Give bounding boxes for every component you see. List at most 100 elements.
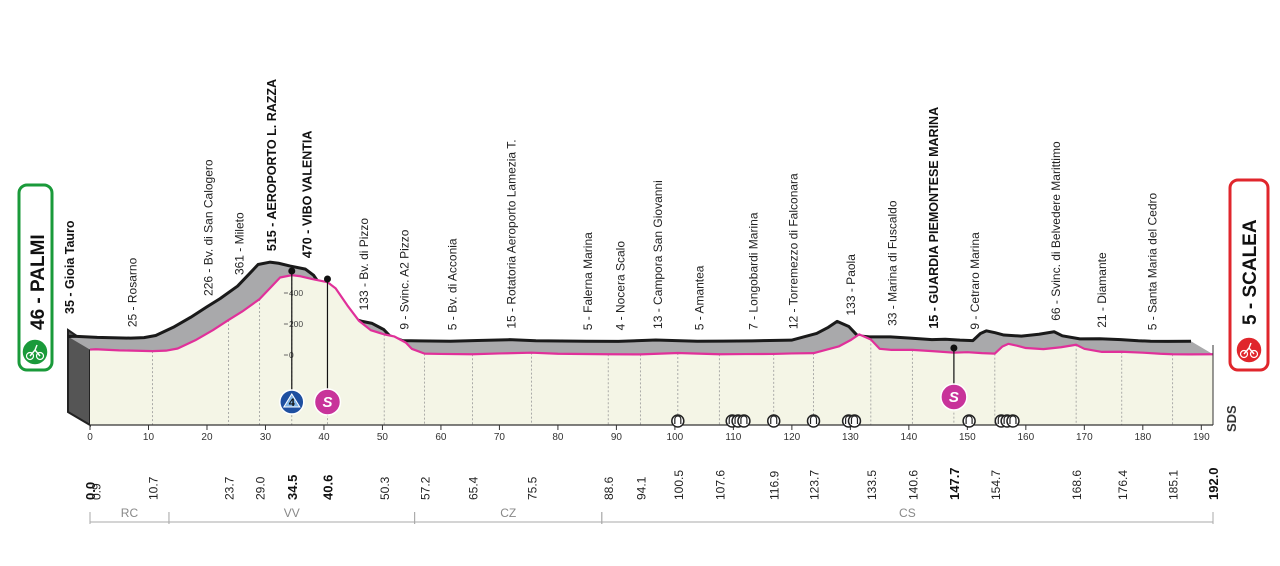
waypoint-label: 5 - Amantea bbox=[692, 265, 706, 330]
cyclist-wheel bbox=[1239, 349, 1249, 359]
distance-label: 107.6 bbox=[713, 470, 727, 500]
distance-label: 116.9 bbox=[768, 471, 782, 500]
tunnel-icon-arch bbox=[770, 415, 778, 424]
brand-logo: SDS bbox=[1224, 405, 1239, 432]
km-tick-label: 0 bbox=[87, 432, 93, 443]
tunnel-icon bbox=[847, 414, 862, 428]
tunnel-icon-arch bbox=[740, 415, 748, 424]
waypoint-label: 21 - Diamante bbox=[1095, 252, 1109, 328]
tunnel-icon bbox=[766, 414, 781, 428]
province-label: RC bbox=[121, 506, 139, 520]
tunnel-icon bbox=[1006, 414, 1020, 428]
distance-label: 154.7 bbox=[989, 470, 1003, 500]
cyclist-wheel bbox=[1249, 349, 1259, 359]
waypoint-label: 5 - Santa Maria del Cedro bbox=[1146, 192, 1160, 330]
cyclist-body bbox=[1243, 342, 1255, 355]
distance-label: 40.6 bbox=[320, 475, 335, 500]
km-tick-label: 30 bbox=[260, 432, 272, 443]
waypoint-label: 5 - Bv. di Acconia bbox=[446, 238, 460, 330]
waypoint-label: 361 - Mileto bbox=[233, 212, 247, 275]
marker-dot bbox=[950, 344, 958, 352]
waypoint-label: 133 - Bv. di Pizzo bbox=[357, 218, 371, 311]
start-cyclist-icon bbox=[21, 338, 49, 366]
distance-label: 0.0 bbox=[83, 482, 98, 500]
distance-label: 123.7 bbox=[808, 470, 822, 500]
province-label: VV bbox=[284, 506, 300, 520]
km-tick-label: 20 bbox=[201, 432, 213, 443]
km-tick-label: 50 bbox=[377, 432, 389, 443]
distance-label: 168.6 bbox=[1070, 470, 1084, 500]
province-label: CZ bbox=[500, 506, 516, 520]
km-tick-label: 150 bbox=[959, 432, 976, 443]
km-tick-label: 160 bbox=[1017, 432, 1034, 443]
tunnel-icon bbox=[962, 414, 976, 428]
tunnel-icon-arch bbox=[809, 415, 818, 424]
finish-badge: 5 - SCALEA bbox=[1228, 178, 1270, 372]
tunnel-icon-arch bbox=[1009, 415, 1017, 424]
start-city-label: 46 - PALMI bbox=[28, 234, 49, 330]
sprint-label: S bbox=[949, 389, 959, 406]
distance-label: 10.7 bbox=[147, 476, 161, 500]
waypoint-label: 12 - Torremezzo di Falconara bbox=[787, 173, 801, 329]
km-tick-label: 120 bbox=[784, 432, 801, 443]
waypoint-label: 35 - Gioia Tauro bbox=[63, 220, 77, 314]
tunnel-icon bbox=[737, 414, 751, 428]
distance-label: 140.6 bbox=[906, 470, 920, 500]
km-tick-label: 170 bbox=[1076, 432, 1093, 443]
distance-label: 133.5 bbox=[865, 470, 879, 500]
sprint-label: S bbox=[322, 394, 332, 411]
distance-label: 75.5 bbox=[526, 476, 540, 500]
province-label: CS bbox=[899, 506, 916, 520]
km-tick-label: 90 bbox=[611, 432, 623, 443]
profile-front bbox=[90, 275, 1213, 425]
waypoint-label: 9 - Cetraro Marina bbox=[968, 232, 982, 330]
cyclist-body bbox=[29, 344, 41, 357]
tunnel-icon bbox=[806, 414, 821, 428]
distance-label: 0.9 bbox=[89, 483, 103, 500]
km-tick-label: 180 bbox=[1134, 432, 1151, 443]
altitude-tick-label: 400 bbox=[289, 288, 303, 298]
profile-line bbox=[89, 274, 1214, 356]
cyclist-wheel bbox=[25, 351, 35, 361]
waypoint-label: 470 - VIBO VALENTIA bbox=[300, 131, 314, 259]
waypoint-label: 9 - Svinc. A2 Pizzo bbox=[398, 229, 412, 329]
distance-label: 88.6 bbox=[602, 476, 616, 500]
distance-label: 192.0 bbox=[1206, 467, 1221, 500]
distance-label: 65.4 bbox=[467, 476, 481, 500]
km-tick-label: 40 bbox=[318, 432, 330, 443]
profile-ridge-line bbox=[67, 260, 1192, 343]
waypoint-label: 7 - Longobardi Marina bbox=[747, 212, 761, 330]
km-tick-label: 130 bbox=[842, 432, 859, 443]
climb-category: 4 bbox=[289, 397, 296, 409]
km-tick-label: 10 bbox=[143, 432, 155, 443]
tunnel-icon bbox=[671, 414, 685, 428]
altitude-tick-label: 200 bbox=[289, 319, 303, 329]
distance-label: 147.7 bbox=[947, 467, 962, 500]
distance-label: 50.3 bbox=[378, 476, 392, 500]
mountain-icon bbox=[282, 393, 301, 408]
distance-label: 34.5 bbox=[285, 475, 300, 500]
tunnel-icon-arch bbox=[674, 415, 682, 424]
waypoint-label: 25 - Rosarno bbox=[126, 257, 140, 327]
waypoint-label: 4 - Nocera Scalo bbox=[613, 241, 627, 331]
distance-label: 185.1 bbox=[1167, 470, 1181, 500]
start-badge: 46 - PALMI bbox=[17, 183, 54, 372]
distance-label: 176.4 bbox=[1116, 470, 1130, 500]
marker-dot bbox=[288, 267, 296, 275]
finish-badge-frame bbox=[1228, 178, 1270, 372]
km-tick-label: 110 bbox=[725, 432, 741, 443]
waypoint-label: 33 - Marina di Fuscaldo bbox=[885, 200, 899, 326]
cyclist-wheel bbox=[35, 351, 45, 361]
waypoint-label: 515 - AEROPORTO L. RAZZA bbox=[265, 79, 279, 251]
marker-dot bbox=[323, 275, 331, 283]
distance-label: 57.2 bbox=[419, 476, 433, 500]
distance-label: 29.0 bbox=[254, 476, 268, 500]
waypoint-label: 5 - Falerna Marina bbox=[581, 232, 595, 330]
km-tick-label: 100 bbox=[667, 432, 684, 443]
km-tick-label: 70 bbox=[494, 432, 506, 443]
distance-label: 100.5 bbox=[672, 470, 686, 500]
waypoint-label: 133 - Paola bbox=[844, 254, 858, 316]
waypoint-label: 226 - Bv. di San Calogero bbox=[202, 159, 216, 296]
finish-city-label: 5 - SCALEA bbox=[1240, 219, 1261, 325]
